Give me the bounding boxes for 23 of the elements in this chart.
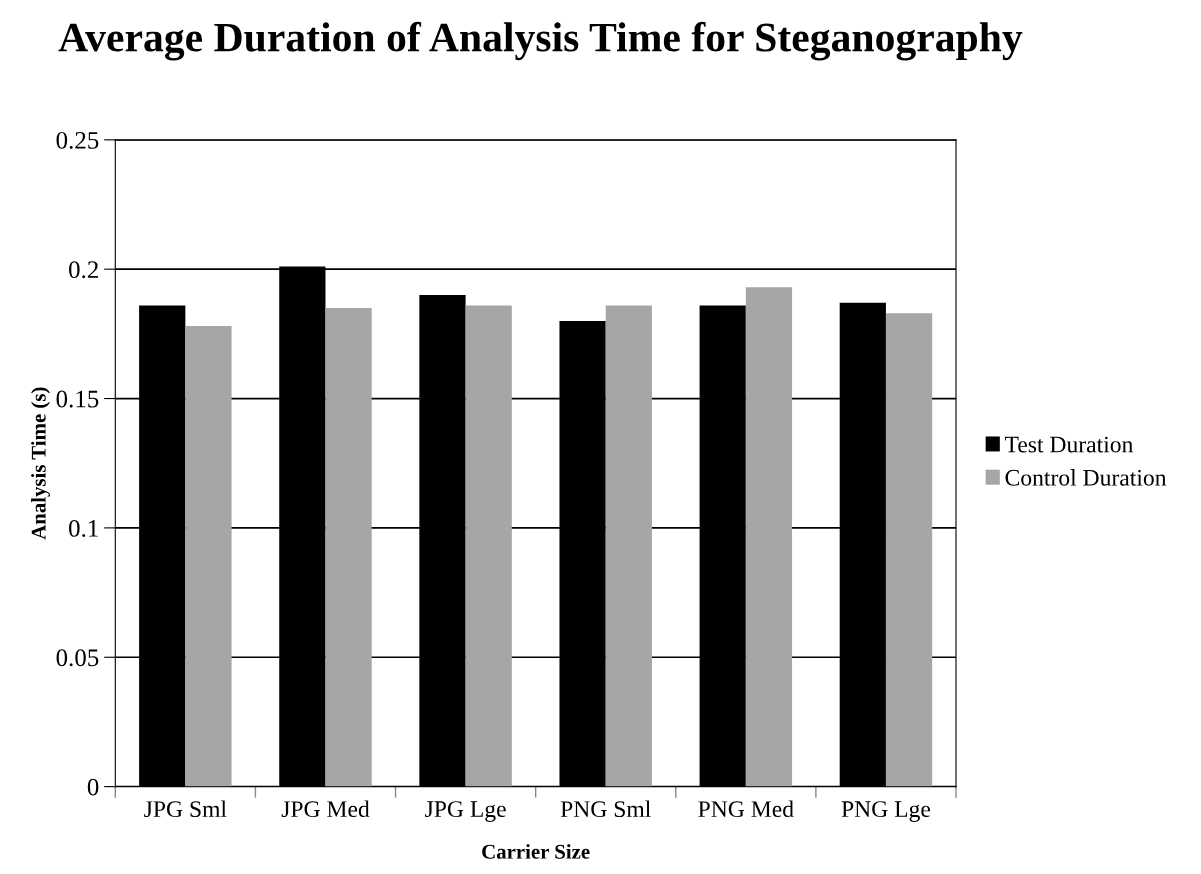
bar bbox=[885, 313, 933, 787]
y-tick-label: 0 bbox=[87, 778, 99, 796]
bar bbox=[325, 308, 372, 787]
x-tick-label: JPG Sml bbox=[144, 800, 227, 818]
x-axis-title: Carrier Size bbox=[482, 844, 590, 859]
y-axis-title: Analysis Time (s) bbox=[31, 387, 51, 540]
y-tick-label: 0.05 bbox=[56, 649, 99, 667]
legend-label: Control Duration bbox=[1005, 469, 1167, 486]
x-tick-label: PNG Lge bbox=[841, 801, 931, 822]
bar bbox=[745, 287, 793, 787]
bar bbox=[465, 305, 512, 787]
x-tick-label: PNG Med bbox=[698, 800, 794, 818]
x-tick-label: JPG Med bbox=[281, 800, 370, 818]
x-tick-label: PNG Sml bbox=[560, 800, 651, 818]
chart-title: Average Duration of Analysis Time for Steganography bbox=[58, 21, 1023, 61]
y-tick-label: 0.1 bbox=[69, 519, 98, 537]
legend-label: Test Duration bbox=[1004, 436, 1134, 453]
x-tick-label: JPG Lge bbox=[425, 801, 506, 822]
bar bbox=[605, 305, 652, 787]
bar bbox=[185, 326, 232, 787]
y-tick-label: 0.15 bbox=[56, 390, 99, 408]
y-tick-label: 0.25 bbox=[56, 131, 99, 149]
y-tick-label: 0.2 bbox=[69, 261, 98, 279]
